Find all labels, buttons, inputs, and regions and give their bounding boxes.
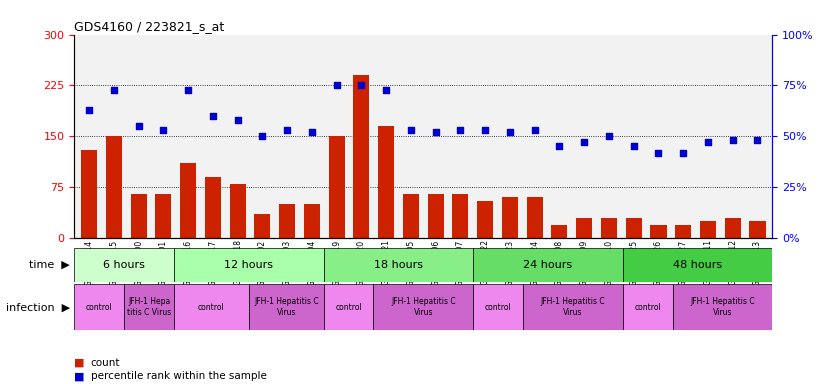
Point	[429, 129, 442, 135]
Point	[306, 129, 319, 135]
Bar	[124, 284, 174, 330]
Text: JFH-1 Hepatitis C
Virus: JFH-1 Hepatitis C Virus	[540, 298, 605, 317]
Point	[577, 139, 591, 146]
Text: control: control	[634, 303, 661, 312]
Point	[652, 149, 665, 156]
Point	[478, 127, 491, 133]
Bar	[672, 284, 772, 330]
Text: control: control	[335, 303, 362, 312]
Text: JFH-1 Hepatitis C
Virus: JFH-1 Hepatitis C Virus	[254, 298, 319, 317]
Text: JFH-1 Hepatitis C
Virus: JFH-1 Hepatitis C Virus	[691, 298, 755, 317]
Bar	[378, 126, 394, 238]
Bar	[74, 284, 124, 330]
Point	[701, 139, 714, 146]
Bar	[523, 284, 623, 330]
Bar	[180, 164, 197, 238]
Bar	[601, 218, 617, 238]
Bar	[74, 248, 174, 282]
Point	[676, 149, 690, 156]
Bar	[324, 248, 473, 282]
Bar	[724, 218, 741, 238]
Point	[553, 144, 566, 150]
Point	[107, 86, 121, 93]
Bar	[354, 75, 369, 238]
Point	[528, 127, 541, 133]
Bar	[623, 284, 672, 330]
Point	[380, 86, 393, 93]
Bar	[373, 284, 473, 330]
Point	[602, 133, 615, 139]
Point	[281, 127, 294, 133]
Bar	[477, 201, 493, 238]
Bar	[155, 194, 172, 238]
Point	[83, 107, 96, 113]
Bar	[502, 197, 518, 238]
Point	[157, 127, 170, 133]
Bar	[453, 194, 468, 238]
Bar	[131, 194, 147, 238]
Bar	[403, 194, 419, 238]
Text: JFH-1 Hepatitis C
Virus: JFH-1 Hepatitis C Virus	[391, 298, 456, 317]
Bar	[174, 284, 249, 330]
Bar	[650, 225, 667, 238]
Point	[182, 86, 195, 93]
Text: percentile rank within the sample: percentile rank within the sample	[91, 371, 267, 381]
Bar	[675, 225, 691, 238]
Text: control: control	[86, 303, 112, 312]
Text: count: count	[91, 358, 121, 368]
Point	[256, 133, 269, 139]
Point	[503, 129, 516, 135]
Bar	[329, 136, 344, 238]
Text: control: control	[485, 303, 511, 312]
Point	[206, 113, 220, 119]
Bar	[106, 136, 122, 238]
Bar	[324, 284, 373, 330]
Text: time  ▶: time ▶	[30, 260, 70, 270]
Bar	[700, 221, 716, 238]
Text: ■: ■	[74, 371, 85, 381]
Bar	[749, 221, 766, 238]
Bar	[174, 248, 324, 282]
Bar	[625, 218, 642, 238]
Text: ■: ■	[74, 358, 85, 368]
Point	[355, 83, 368, 89]
Point	[726, 137, 739, 144]
Bar	[577, 218, 592, 238]
Text: 6 hours: 6 hours	[103, 260, 145, 270]
Bar	[527, 197, 543, 238]
Point	[330, 83, 344, 89]
Point	[627, 144, 640, 150]
Bar	[473, 284, 523, 330]
Bar	[205, 177, 221, 238]
Bar	[249, 284, 324, 330]
Text: infection  ▶: infection ▶	[6, 302, 70, 312]
Bar	[304, 204, 320, 238]
Point	[453, 127, 467, 133]
Bar	[552, 225, 567, 238]
Text: GDS4160 / 223821_s_at: GDS4160 / 223821_s_at	[74, 20, 225, 33]
Bar	[230, 184, 246, 238]
Bar	[428, 194, 444, 238]
Bar	[473, 248, 623, 282]
Text: control: control	[198, 303, 225, 312]
Point	[231, 117, 244, 123]
Text: 48 hours: 48 hours	[673, 260, 722, 270]
Bar	[81, 150, 97, 238]
Bar	[623, 248, 772, 282]
Point	[405, 127, 418, 133]
Text: JFH-1 Hepa
titis C Virus: JFH-1 Hepa titis C Virus	[127, 298, 171, 317]
Text: 12 hours: 12 hours	[225, 260, 273, 270]
Bar	[254, 214, 270, 238]
Bar	[279, 204, 295, 238]
Text: 18 hours: 18 hours	[374, 260, 423, 270]
Text: 24 hours: 24 hours	[524, 260, 572, 270]
Point	[751, 137, 764, 144]
Point	[132, 123, 145, 129]
